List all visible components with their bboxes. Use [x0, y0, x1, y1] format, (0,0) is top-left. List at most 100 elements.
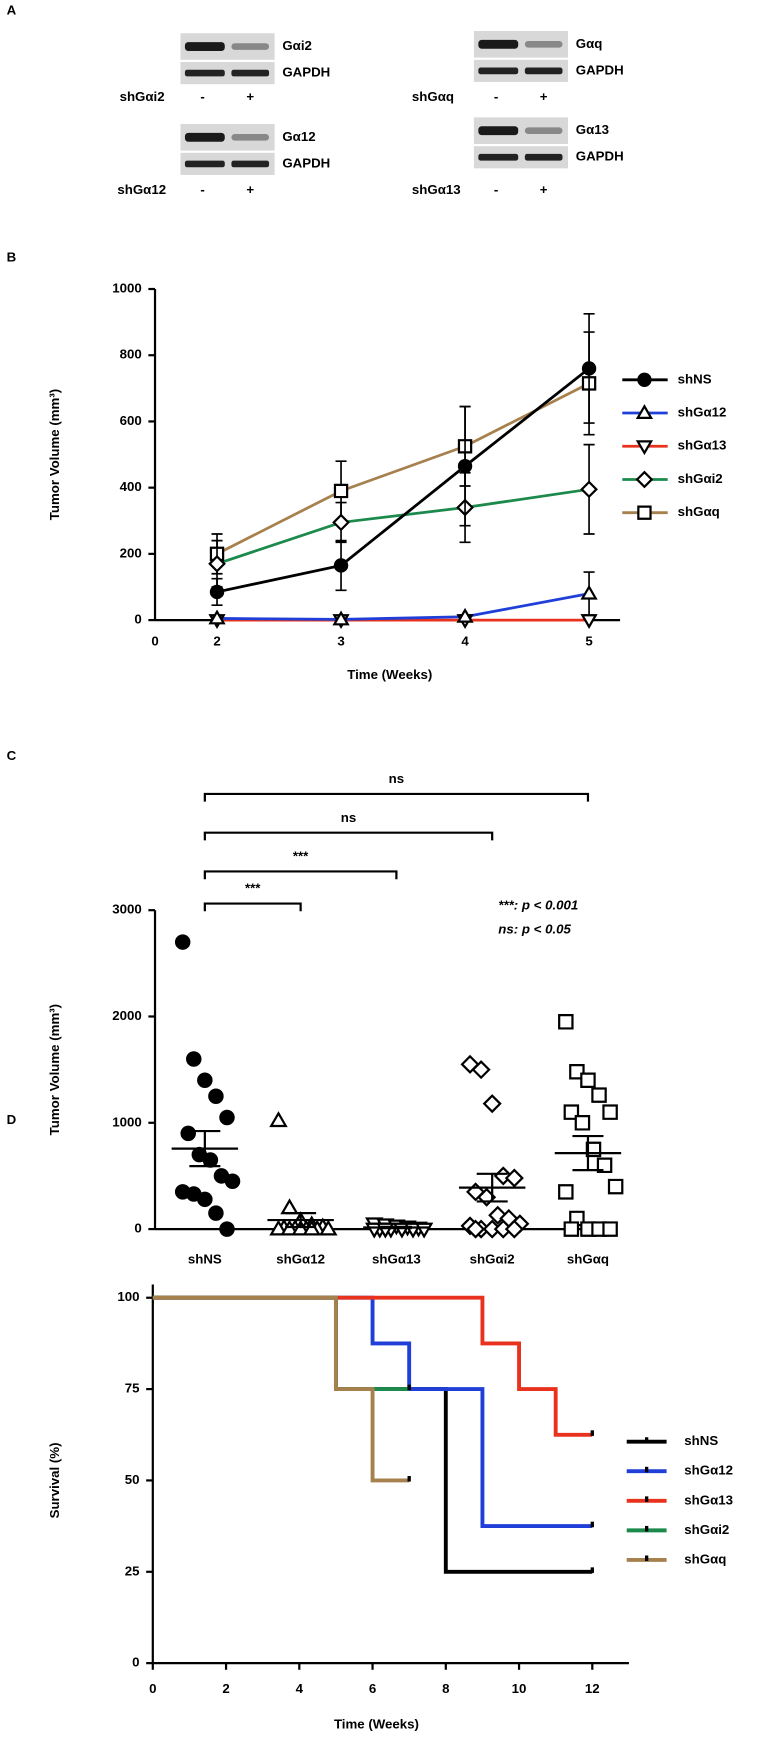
y-tick-label: 600 — [120, 413, 142, 428]
marker — [208, 554, 226, 573]
legend-label: shGα12 — [678, 405, 727, 420]
significance-bracket — [203, 831, 494, 841]
blot-target-label: Gαq — [576, 36, 603, 51]
marker — [333, 558, 349, 573]
marker — [219, 1221, 235, 1237]
shrna-label: shGαq — [412, 89, 454, 104]
sem-bar — [285, 1212, 317, 1229]
significance-label: *** — [293, 849, 309, 864]
x-axis-label: Time (Weeks) — [347, 667, 432, 682]
marker — [504, 1219, 524, 1239]
band — [184, 132, 225, 142]
marker — [457, 458, 473, 474]
sem-bar — [572, 1134, 604, 1172]
marker — [591, 1087, 607, 1103]
marker — [635, 404, 654, 420]
marker — [208, 1205, 224, 1221]
marker — [174, 934, 191, 950]
band — [231, 160, 270, 168]
series-line — [216, 382, 590, 556]
shrna-label: shGα13 — [412, 182, 461, 197]
x-tick-label: 0 — [149, 1681, 156, 1696]
sem-bar — [189, 1129, 221, 1168]
marker — [504, 1168, 524, 1188]
y-tick-label: 0 — [134, 612, 141, 627]
y-tick-label: 0 — [134, 1221, 141, 1236]
x-tick-label: shGαq — [567, 1252, 609, 1267]
marker — [635, 440, 654, 456]
marker — [574, 1115, 591, 1131]
marker — [637, 372, 652, 387]
marker — [208, 609, 226, 625]
marker — [209, 584, 225, 600]
x-tick-label: 2 — [213, 634, 220, 649]
significance-bracket — [203, 902, 302, 912]
marker — [269, 1111, 288, 1128]
band — [231, 133, 270, 141]
band — [231, 69, 270, 77]
blot-background — [180, 152, 275, 175]
legend-label: shGαi2 — [684, 1522, 729, 1537]
legend-label: shNS — [678, 371, 712, 386]
marker — [456, 607, 474, 623]
band — [524, 40, 563, 48]
y-tick-label: 75 — [125, 1381, 140, 1396]
x-tick-label: 3 — [337, 634, 344, 649]
series-line — [216, 367, 590, 594]
y-tick-label: 200 — [120, 545, 142, 560]
marker — [291, 1219, 310, 1236]
blot-target-label: Gα12 — [282, 129, 315, 144]
blot-control-label: GAPDH — [576, 149, 624, 164]
sem-bar — [380, 1225, 412, 1230]
x-tick-label: shGα12 — [276, 1252, 325, 1267]
marker — [269, 1219, 288, 1236]
significance-note: ***: p < 0.001 — [498, 897, 578, 912]
origin-label: 0 — [151, 634, 158, 649]
survival-curve — [152, 1295, 593, 1529]
lane-label: + — [246, 182, 254, 197]
marker — [280, 1198, 299, 1215]
lane-label: - — [200, 89, 204, 104]
marker — [302, 1219, 321, 1236]
marker — [602, 1221, 618, 1237]
marker — [197, 1072, 213, 1089]
x-tick-label: 10 — [512, 1681, 527, 1696]
significance-bracket — [203, 792, 590, 802]
marker — [635, 470, 654, 489]
blot-control-label: GAPDH — [282, 65, 330, 80]
x-tick-label: shGαi2 — [470, 1252, 515, 1267]
y-tick-label: 50 — [125, 1472, 140, 1487]
lane-label: + — [246, 89, 254, 104]
survival-curve — [152, 1295, 410, 1483]
marker — [563, 1221, 580, 1237]
marker — [580, 1072, 596, 1089]
x-tick-label: 5 — [585, 634, 593, 649]
significance-label: ns — [389, 771, 404, 786]
marker — [332, 513, 350, 532]
lane-label: - — [494, 182, 498, 197]
blot-control-label: GAPDH — [282, 155, 330, 170]
significance-bracket — [203, 870, 398, 880]
lane-label: - — [494, 89, 498, 104]
x-tick-label: 8 — [442, 1681, 449, 1696]
band — [524, 127, 563, 134]
band — [478, 67, 519, 75]
x-tick-label: 4 — [461, 634, 469, 649]
legend-label: shGα13 — [678, 438, 727, 453]
panel-label: A — [7, 3, 17, 18]
shrna-label: shGα12 — [117, 182, 166, 197]
band — [524, 67, 563, 75]
legend-label: shGα13 — [684, 1492, 733, 1507]
marker — [607, 1178, 624, 1195]
panel-label: B — [7, 250, 17, 265]
band — [524, 153, 563, 161]
legend-label: shGαi2 — [678, 471, 723, 486]
x-tick-label: 6 — [369, 1681, 376, 1696]
marker — [333, 483, 349, 499]
band — [478, 126, 519, 136]
marker — [581, 361, 597, 376]
blot-background — [473, 146, 569, 169]
shrna-label: shGαi2 — [120, 89, 165, 104]
